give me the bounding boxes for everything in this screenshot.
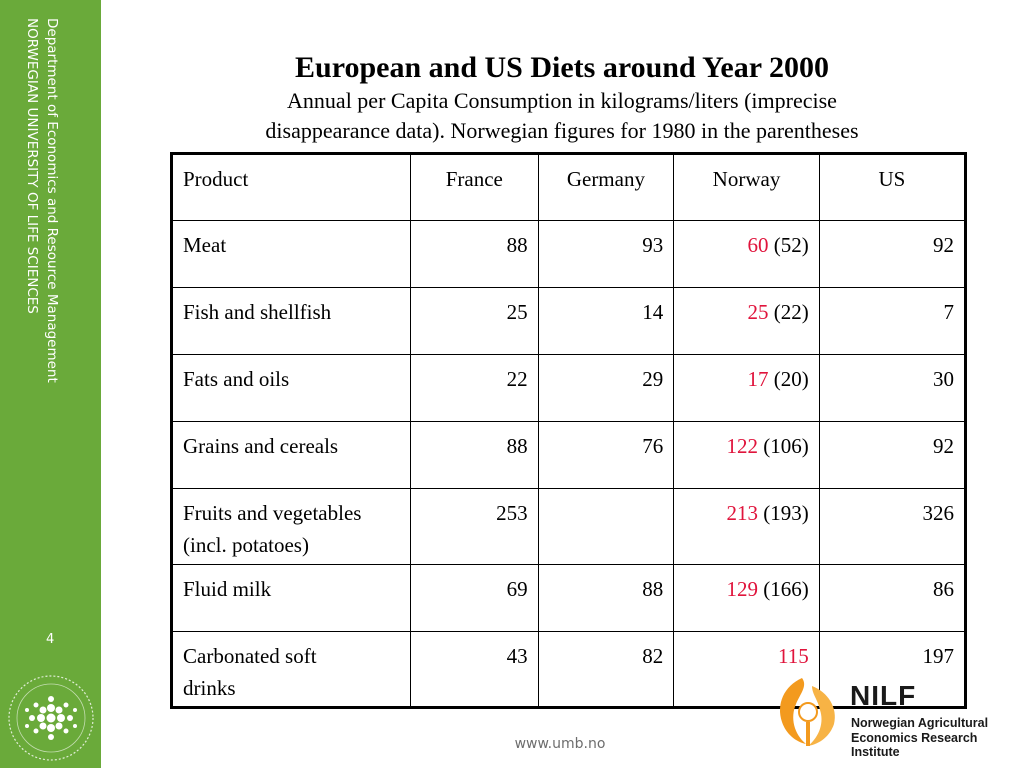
table-header-row: Product France Germany Norway US [171,153,967,221]
france-cell: 25 [409,287,539,355]
france-cell: 69 [409,564,539,632]
norway-2000-value: 213 [726,501,759,525]
footer-url: www.umb.no [514,736,606,752]
product-cell: Fish and shellfish [171,287,411,355]
product-cell: Carbonated soft drinks [171,631,411,708]
table-row: Meat 88 93 60 (52) 92 [171,220,967,288]
norway-cell: 17 (20) [673,354,820,422]
table-row: Fish and shellfish 25 14 25 (22) 7 [171,287,967,355]
table-row: Fluid milk 69 88 129 (166) 86 [171,564,967,632]
france-cell: 253 [409,488,539,565]
product-line2: (incl. potatoes) [183,533,309,557]
norway-1980-value: (193) [763,501,809,525]
germany-cell: 93 [537,220,675,288]
slide-subtitle-line2: disappearance data). Norwegian figures f… [265,118,859,143]
sidebar-vertical-text: Department of Economics and Resource Man… [22,18,62,383]
norway-cell: 122 (106) [673,421,820,489]
us-cell: 92 [818,421,967,489]
university-name: NORWEGIAN UNIVERSITY OF LIFE SCIENCES [24,18,40,314]
slide-subtitle-line1: Annual per Capita Consumption in kilogra… [287,88,837,113]
nilf-flame-icon [780,678,835,746]
product-cell: Grains and cereals [171,421,411,489]
norway-cell: 129 (166) [673,564,820,632]
header-france: France [409,153,539,221]
product-line1: Fruits and vegetables [183,501,362,525]
page-number: 4 [46,632,55,647]
norway-2000-value: 129 [726,577,759,601]
germany-cell: 29 [537,354,675,422]
norway-1980-value: (52) [773,233,809,257]
france-cell: 43 [409,631,539,708]
norway-2000-value: 25 [747,300,769,324]
title-block: European and US Diets around Year 2000 A… [180,50,944,146]
us-cell: 197 [818,631,967,708]
sidebar: Department of Economics and Resource Man… [0,0,101,768]
norway-2000-value: 122 [726,434,759,458]
product-line2: drinks [183,676,236,700]
france-cell: 22 [409,354,539,422]
norway-cell: 60 (52) [673,220,820,288]
germany-cell: 76 [537,421,675,489]
logo-line1: Norwegian Agricultural [851,716,989,730]
slide-title: European and US Diets around Year 2000 [295,51,829,84]
department-name: Department of Economics and Resource Man… [44,18,60,383]
norway-2000-value: 115 [778,644,809,668]
product-cell: Fats and oils [171,354,411,422]
norway-2000-value: 17 [747,367,769,391]
us-cell: 326 [818,488,967,565]
norway-cell: 213 (193) [673,488,820,565]
germany-cell [537,488,675,565]
product-cell: Fruits and vegetables (incl. potatoes) [171,488,411,565]
norway-1980-value: (20) [773,367,809,391]
product-line1: Carbonated soft [183,644,317,668]
norway-1980-value: (106) [763,434,809,458]
header-us: US [818,153,967,221]
table-row: Fats and oils 22 29 17 (20) 30 [171,354,967,422]
france-cell: 88 [409,220,539,288]
header-germany: Germany [537,153,675,221]
us-cell: 92 [818,220,967,288]
table-row: Grains and cereals 88 76 122 (106) 92 [171,421,967,489]
product-cell: Fluid milk [171,564,411,632]
table-row: Carbonated soft drinks 43 82 115 197 [171,631,967,708]
logo-line2: Economics Research Institute [851,731,978,759]
germany-cell: 14 [537,287,675,355]
germany-cell: 88 [537,564,675,632]
norway-1980-value: (22) [773,300,809,324]
logo-name: NILF [850,680,917,711]
us-cell: 7 [818,287,967,355]
norway-1980-value: (166) [763,577,809,601]
umb-seal-icon [8,675,94,761]
header-norway: Norway [673,153,820,221]
norway-2000-value: 60 [747,233,769,257]
us-cell: 86 [818,564,967,632]
us-cell: 30 [818,354,967,422]
diet-table: Product France Germany Norway US Meat 88… [170,152,967,709]
table-row: Fruits and vegetables (incl. potatoes) 25… [171,488,967,565]
norway-cell: 25 (22) [673,287,820,355]
france-cell: 88 [409,421,539,489]
product-cell: Meat [171,220,411,288]
header-product: Product [171,153,411,221]
germany-cell: 82 [537,631,675,708]
